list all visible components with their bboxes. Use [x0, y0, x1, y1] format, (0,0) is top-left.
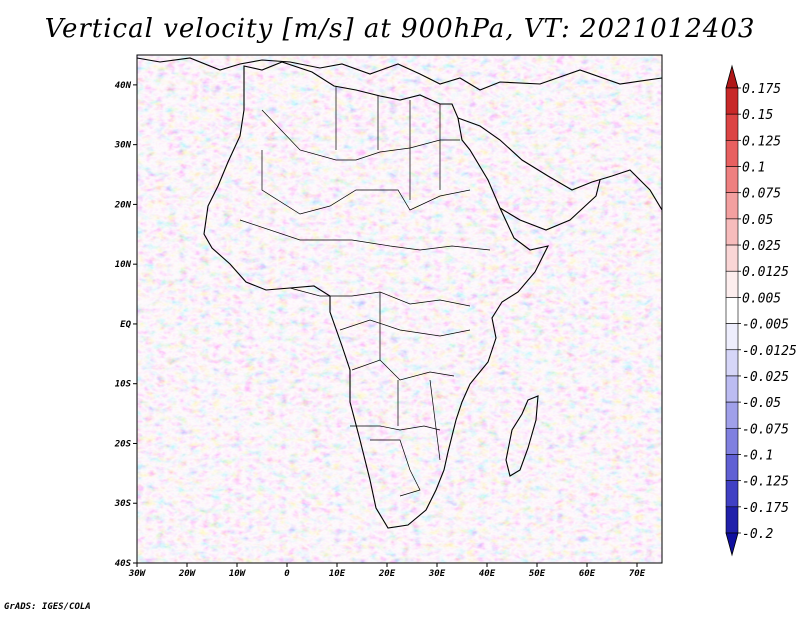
colorbar-swatch: [725, 244, 739, 272]
velocity-field: [137, 55, 662, 563]
colorbar-label: 0.025: [742, 239, 781, 254]
colorbar-top-arrow: [725, 64, 739, 89]
grads-credit: GrADS: IGES/COLA: [4, 602, 91, 612]
colorbar-label: 0.0125: [742, 265, 789, 280]
colorbar-bottom-arrow: [725, 532, 739, 557]
lat-label: 30N: [114, 141, 132, 151]
colorbar-label: 0.05: [742, 213, 773, 228]
colorbar-label: -0.125: [742, 475, 789, 490]
lat-axis: 40N 30N 20N 10N EQ 10S 20S 30S 40S: [114, 81, 137, 569]
colorbar-label: 0.075: [742, 187, 781, 202]
chart-title: Vertical velocity [m/s] at 900hPa, VT: 2…: [44, 14, 756, 44]
colorbar-swatch: [725, 113, 739, 141]
colorbar-swatch: [725, 506, 739, 534]
lon-label: 50E: [529, 569, 546, 579]
colorbar-swatch: [725, 480, 739, 508]
country-borders: [239, 86, 491, 497]
colorbar-label: -0.2: [742, 527, 773, 542]
colorbar-swatch: [725, 140, 739, 167]
colorbar: 0.175 0.15 0.125 0.1 0.075 0.05 0.025 0.0125 0.0…: [725, 64, 797, 557]
lat-label: 10S: [115, 380, 132, 390]
lat-label: 20S: [114, 439, 132, 449]
europe-coastline: [137, 57, 662, 91]
lon-label: 40E: [479, 569, 496, 579]
lat-label: 40S: [115, 559, 132, 569]
colorbar-label: -0.175: [742, 501, 789, 516]
colorbar-label: -0.005: [742, 318, 789, 333]
colorbar-label: 0.1: [742, 161, 765, 176]
colorbar-label: -0.05: [742, 396, 781, 411]
colorbar-swatch: [725, 87, 739, 115]
colorbar-label: 0.005: [742, 291, 781, 306]
lat-label: 10N: [115, 260, 132, 270]
colorbar-label: 0.125: [742, 134, 781, 149]
colorbar-label: -0.0125: [742, 344, 797, 359]
lon-label: 10E: [329, 569, 346, 579]
colorbar-swatch: [725, 427, 739, 455]
arabian-coastline: [457, 117, 662, 231]
lon-label: 70E: [629, 569, 646, 579]
madagascar-coastline: [505, 395, 539, 477]
colorbar-swatch: [725, 375, 739, 403]
lon-label: 30W: [128, 569, 147, 579]
lat-label: 30S: [114, 499, 132, 509]
colorbar-swatch: [725, 297, 739, 324]
colorbar-label: 0.175: [742, 82, 781, 97]
map-frame: [136, 54, 663, 564]
colorbar-swatch: [725, 323, 739, 351]
colorbar-swatch: [725, 166, 739, 194]
colorbar-swatch: [725, 454, 739, 481]
lat-label: 40N: [115, 81, 132, 91]
lat-label: 20N: [114, 200, 132, 210]
colorbar-swatch: [725, 192, 739, 220]
lon-label: 0: [284, 569, 290, 579]
colorbar-label: -0.1: [742, 448, 773, 463]
colorbar-swatch: [725, 349, 739, 377]
colorbar-label: -0.025: [742, 370, 789, 385]
colorbar-label: 0.15: [742, 108, 773, 123]
colorbar-label: -0.075: [742, 422, 789, 437]
lon-label: 10W: [229, 569, 247, 579]
lon-label: 60E: [579, 569, 596, 579]
lon-label: 20E: [378, 569, 396, 579]
lon-label: 20W: [178, 569, 197, 579]
lat-label: EQ: [120, 320, 131, 330]
colorbar-swatch: [725, 218, 739, 246]
lon-label: 30E: [428, 569, 446, 579]
lon-axis: 30W 20W 10W 0 10E 20E 30E 40E 50E 60E 70E: [128, 563, 646, 579]
colorbar-swatch: [725, 270, 739, 298]
colorbar-swatch: [725, 401, 739, 429]
